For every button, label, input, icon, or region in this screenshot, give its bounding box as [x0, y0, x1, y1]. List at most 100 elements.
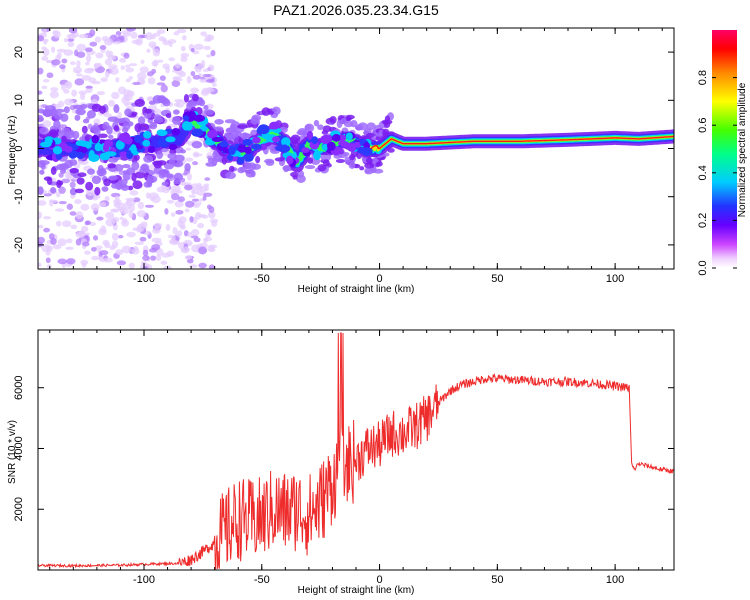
spectrogram-core-blob: [311, 136, 319, 145]
spectrogram-core-blob: [301, 147, 310, 153]
spectrogram-noise-blob: [80, 259, 89, 265]
spectrogram-noise-blob: [89, 29, 96, 37]
spectrogram-band-blob: [49, 186, 57, 194]
spectrogram-band-blob: [56, 179, 62, 189]
spectrogram-noise-blob: [198, 262, 207, 269]
spectrogram-core-blob: [345, 132, 353, 141]
spectrogram-noise-blob: [61, 220, 72, 228]
spectrogram-noise-blob: [155, 254, 162, 261]
spectrogram-noise-blob: [174, 78, 183, 82]
y-tick-label: 4000: [13, 436, 25, 460]
spectrogram-band-blob: [348, 161, 356, 169]
spectrogram-band-blob: [304, 165, 316, 170]
spectrogram-noise-blob: [185, 147, 192, 151]
spectrogram-noise-blob: [50, 237, 57, 245]
spectrogram-noise-blob: [43, 216, 52, 220]
spectrogram-noise-blob: [185, 157, 194, 162]
spectrogram-x-axis: -100 -50 0 50 100: [49, 28, 663, 285]
spectrogram-noise-blob: [115, 249, 124, 256]
spectrogram-noise-blob: [178, 216, 187, 224]
spectrogram-band-blob: [74, 114, 81, 121]
spectrogram-noise-blob: [76, 60, 81, 68]
spectrogram-core-blob: [252, 136, 261, 144]
spectrogram-noise-blob: [164, 208, 169, 215]
spectrogram-noise-blob: [126, 28, 136, 32]
spectrogram-noise-blob: [151, 195, 161, 204]
spectrogram-noise-blob: [208, 64, 215, 72]
spectrogram-noise-blob: [91, 255, 99, 261]
colorbar-tick-label: 0.2: [697, 213, 709, 228]
spectrogram-band-blob: [80, 104, 88, 110]
spectrogram-core-blob: [207, 129, 218, 139]
spectrogram-noise-blob: [180, 221, 186, 229]
spectrogram-core-blob: [281, 144, 289, 153]
spectrogram-noise-blob: [160, 260, 168, 265]
spectrogram-noise-blob: [168, 239, 177, 245]
spectrogram-noise-blob: [91, 80, 101, 85]
x-tick-label: 50: [491, 273, 503, 285]
spectrogram-band-blob: [228, 165, 235, 173]
spectrogram-band-blob: [255, 155, 261, 164]
spectrogram-noise-blob: [186, 172, 192, 181]
spectrogram-core-blob: [75, 140, 87, 147]
spectrogram-noise-blob: [198, 246, 208, 255]
spectrogram-noise-blob: [190, 228, 200, 236]
spectrogram-noise-blob: [132, 197, 141, 203]
spectrogram-band-blob: [77, 172, 87, 178]
spectrogram-noise-blob: [43, 227, 51, 233]
spectrogram-noise-blob: [85, 220, 92, 225]
spectrogram-noise-blob: [184, 255, 193, 261]
spectrogram-band-blob: [261, 107, 271, 116]
spectrogram-band-blob: [307, 157, 314, 164]
spectrogram-noise-blob: [100, 225, 107, 234]
spectrogram-noise-blob: [120, 65, 126, 70]
spectrogram-noise-blob: [135, 38, 143, 46]
spectrogram-core-blob: [257, 124, 270, 135]
y-tick-label: 2000: [13, 497, 25, 521]
spectrogram-noise-blob: [66, 203, 73, 210]
spectrogram-core-blob: [191, 128, 204, 137]
spectrogram-noise-blob: [140, 59, 145, 64]
spectrogram-noise-blob: [89, 41, 98, 47]
spectrogram-noise-blob: [166, 250, 175, 257]
spectrogram-band-blob: [183, 93, 190, 103]
spectrogram-noise-blob: [148, 41, 157, 48]
spectrogram-band-blob: [38, 186, 44, 195]
spectrogram-noise-blob: [117, 35, 125, 40]
spectrogram-noise-blob: [104, 242, 111, 249]
y-tick-label: 0: [13, 145, 25, 151]
spectrogram-ridge-layer: [355, 135, 674, 150]
spectrogram-noise-blob: [128, 262, 135, 269]
spectrogram-band-blob: [247, 162, 257, 171]
spectrogram-noise-blob: [70, 61, 76, 66]
spectrogram-noise-blob: [45, 257, 51, 264]
spectrogram-noise-blob: [69, 181, 76, 189]
spectrogram-band-blob: [214, 126, 224, 132]
spectrogram-noise-blob: [208, 264, 215, 269]
colorbar-tick-label: 0.4: [697, 165, 709, 180]
spectrogram-noise-blob: [66, 238, 73, 244]
spectrogram-noise-blob: [139, 80, 146, 84]
spectrogram-core-blob: [272, 136, 280, 143]
spectrogram-core-blob: [165, 136, 176, 143]
spectrogram-band-blob: [127, 185, 134, 191]
spectrogram-image: [38, 28, 674, 269]
spectrogram-noise-blob: [139, 236, 147, 242]
spectrogram-noise-blob: [125, 64, 131, 68]
spectrogram-band-blob: [69, 167, 79, 174]
spectrogram-noise-blob: [210, 49, 216, 57]
spectrogram-noise-blob: [173, 102, 181, 107]
spectrogram-noise-blob: [49, 199, 58, 203]
spectrogram-noise-blob: [142, 266, 149, 269]
spectrogram-band-blob: [165, 113, 172, 119]
y-tick-label: -10: [13, 189, 25, 205]
spectrogram-band-blob: [82, 118, 90, 124]
spectrogram-noise-blob: [132, 227, 142, 232]
spectrogram-band-blob: [364, 169, 374, 175]
spectrogram-core-blob: [156, 129, 168, 137]
spectrogram-noise-blob: [182, 172, 188, 176]
spectrogram-band-blob: [322, 159, 330, 167]
spectrogram-noise-blob: [84, 47, 93, 53]
spectrogram-noise-blob: [38, 211, 43, 220]
